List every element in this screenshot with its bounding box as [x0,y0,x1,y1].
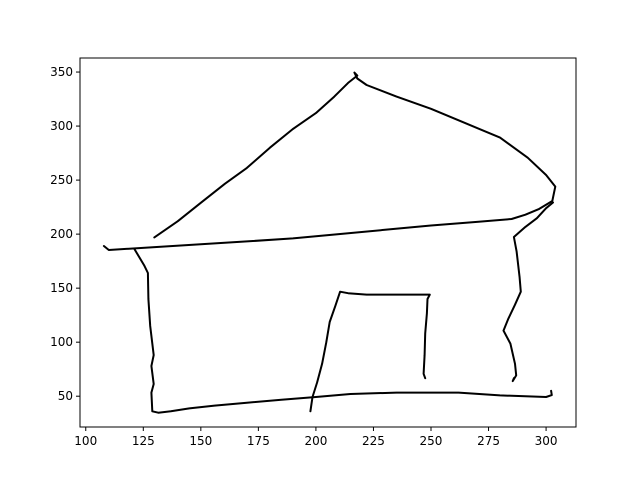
x-tick-label: 100 [74,434,97,448]
series-line-1 [102,71,557,251]
y-axis: 50 100 150 200 250 300 350 [50,65,80,403]
x-tick-label: 300 [535,434,558,448]
x-tick-label: 225 [362,434,385,448]
y-tick-label: 50 [58,389,73,403]
y-tick-label: 250 [50,173,73,187]
y-tick-label: 150 [50,281,73,295]
x-axis: 100 125 150 175 200 225 250 275 300 [74,427,558,448]
x-tick-label: 150 [189,434,212,448]
x-tick-label: 125 [132,434,155,448]
x-tick-label: 200 [304,434,327,448]
y-tick-label: 200 [50,227,73,241]
y-tick-label: 300 [50,119,73,133]
series-layer [102,71,557,414]
plot-frame [79,57,577,428]
x-tick-label: 175 [247,434,270,448]
series-line-4 [502,201,554,383]
x-tick-label: 275 [477,434,500,448]
y-tick-label: 100 [50,335,73,349]
y-tick-label: 350 [50,65,73,79]
series-line-2 [133,247,553,414]
x-tick-label: 250 [420,434,443,448]
series-line-3 [309,290,431,413]
